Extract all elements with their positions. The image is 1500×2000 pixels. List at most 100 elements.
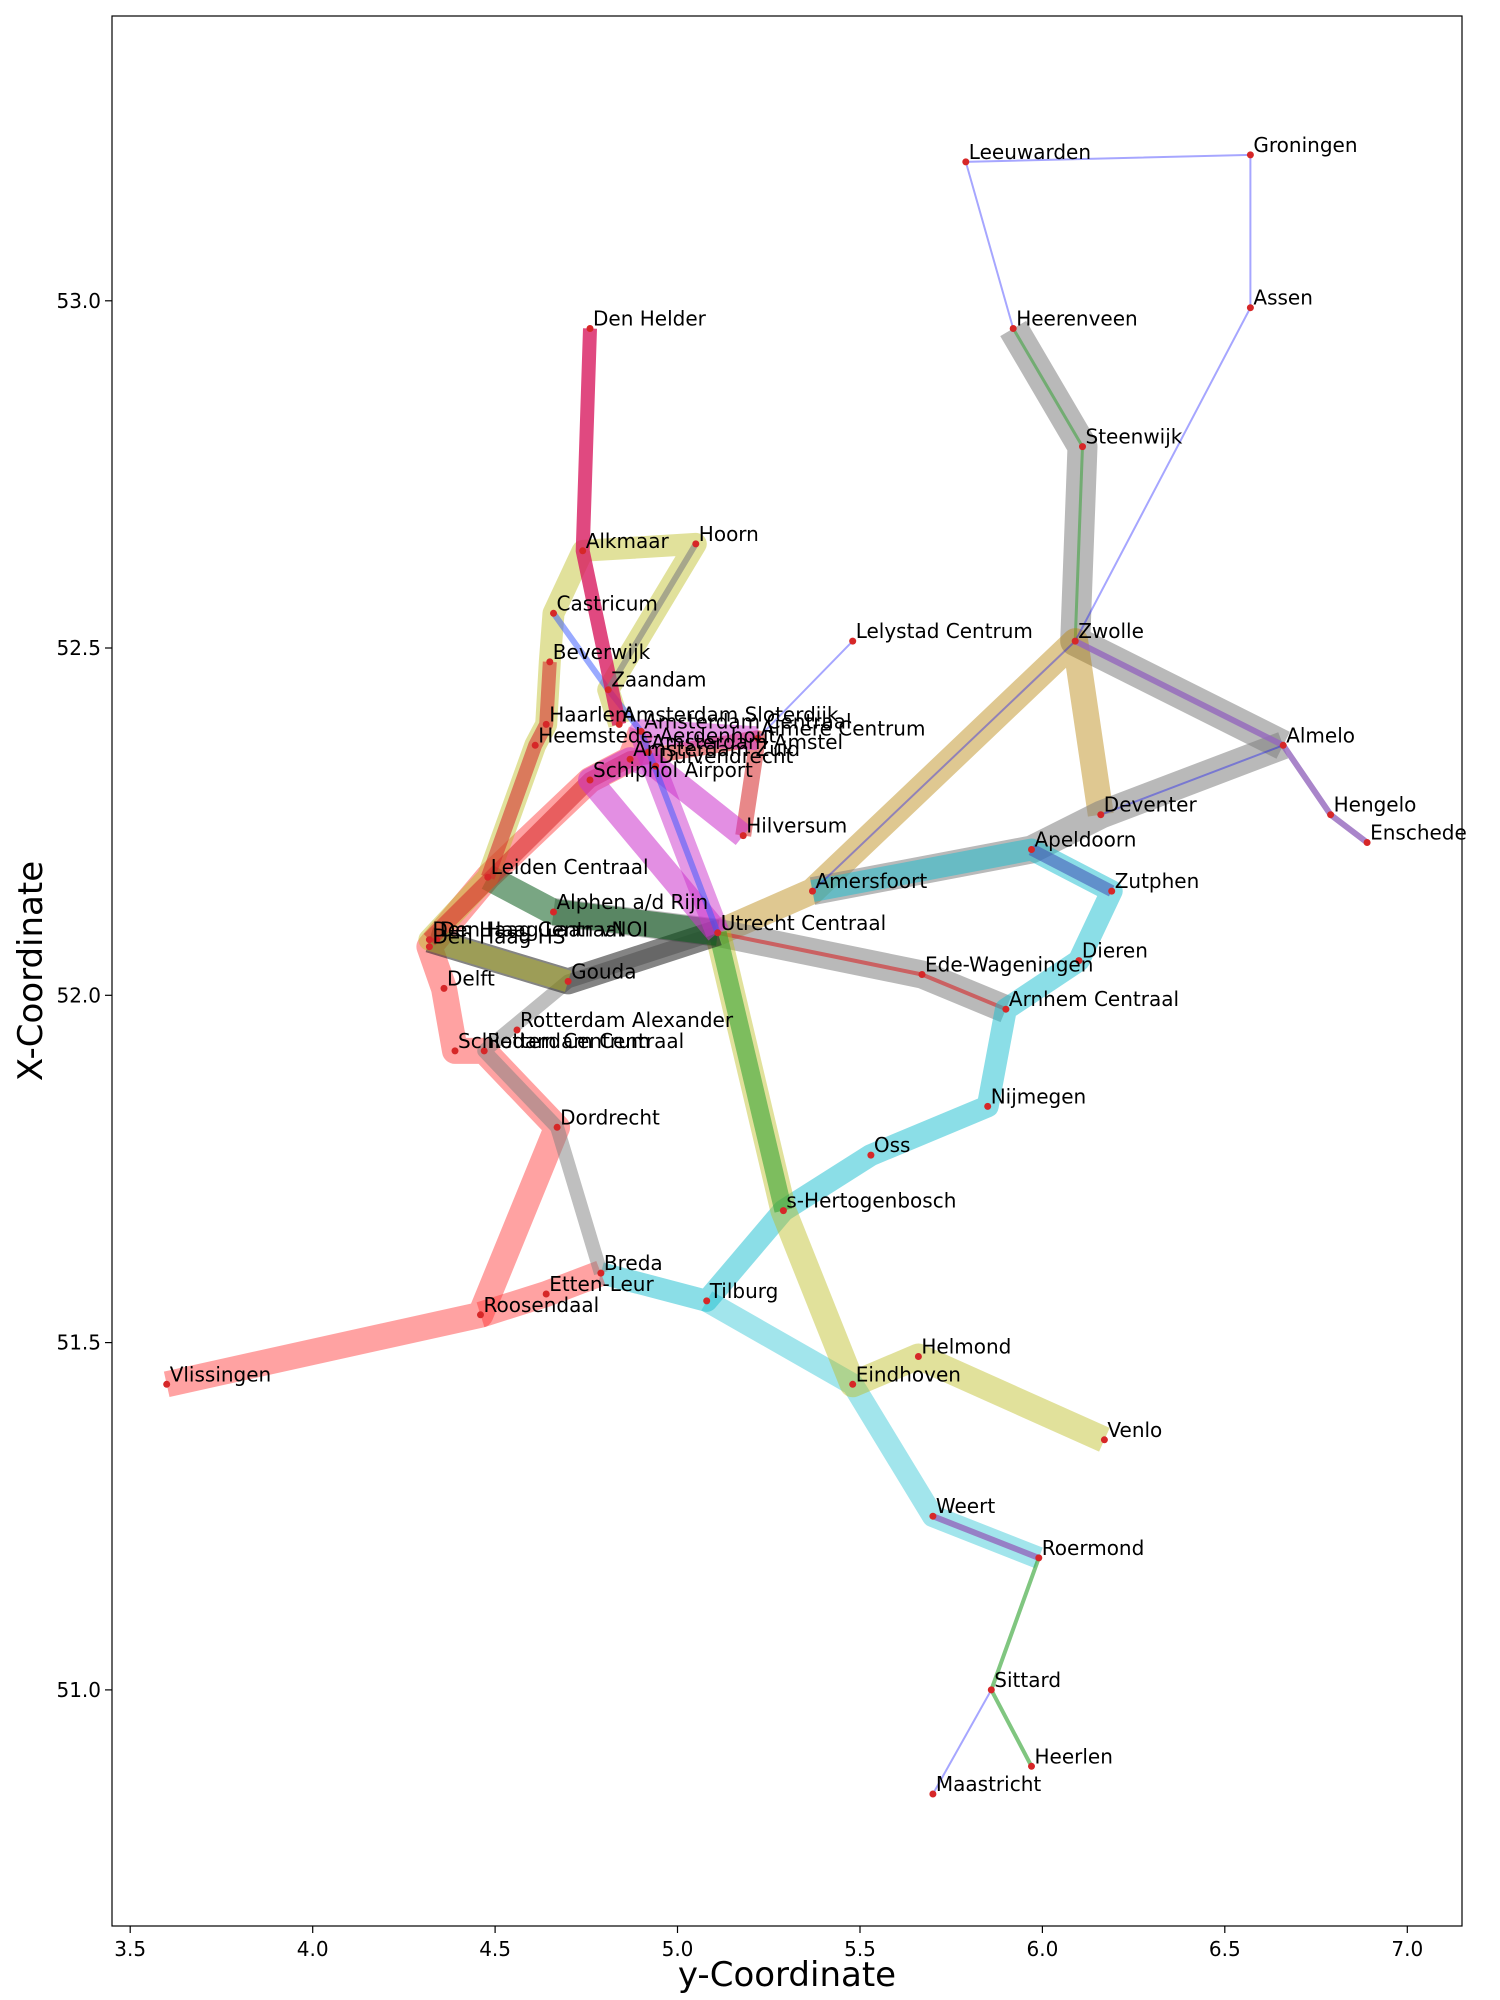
- station-marker-helmond: [914, 1353, 922, 1360]
- y-tick-label: 51.0: [56, 1678, 101, 1702]
- station-label-venlo: Venlo: [1107, 1418, 1162, 1442]
- station-marker-alkmaar: [579, 547, 587, 555]
- station-label-enschede: Enschede: [1370, 821, 1467, 845]
- station-label-rotterdam-centraal: Rotterdam Centraal: [487, 1029, 684, 1053]
- route-line-3: [712, 628, 1114, 945]
- station-label-breda: Breda: [604, 1251, 663, 1275]
- station-label-den-haag-centraal: Den Haag Centraal: [432, 918, 622, 942]
- station-marker-hengelo: [1327, 811, 1335, 819]
- route-line-26: [1028, 844, 1115, 897]
- station-label-roermond: Roermond: [1042, 1536, 1145, 1560]
- station-label-steenwijk: Steenwijk: [1086, 425, 1183, 449]
- station-label-heerenveen: Heerenveen: [1016, 307, 1138, 331]
- route-line-10: [989, 1557, 1041, 1768]
- station-marker-almelo: [1279, 741, 1287, 749]
- station-label-helmond: Helmond: [921, 1335, 1011, 1359]
- station-marker-sittard: [987, 1686, 995, 1694]
- station-marker-enschede: [1363, 839, 1371, 846]
- station-marker-dieren: [1075, 957, 1083, 965]
- station-label-maastricht: Maastricht: [936, 1772, 1041, 1796]
- station-marker-zutphen: [1108, 887, 1116, 895]
- station-marker-zwolle: [1071, 637, 1079, 645]
- station-label-etten-leur: Etten-Leur: [549, 1272, 654, 1296]
- station-label-assen: Assen: [1253, 286, 1313, 310]
- station-label-hengelo: Hengelo: [1334, 793, 1417, 817]
- station-marker-amsterdam-centraal: [637, 727, 645, 735]
- station-label-nijmegen: Nijmegen: [991, 1084, 1087, 1108]
- station-marker-amsterdam-zuid: [626, 755, 634, 763]
- station-marker-den-haag-laan-vnoi: [433, 936, 441, 944]
- y-tick-label: 51.5: [56, 1331, 101, 1355]
- station-marker-oss: [867, 1151, 875, 1159]
- route-line-25: [605, 542, 699, 692]
- route-line-24: [481, 661, 557, 880]
- route-line-27: [1073, 638, 1369, 845]
- labels-layer: Leeuwarden Groningen Assen Heerenveen Steenw…: [170, 133, 1467, 1796]
- station-label-vlissingen: Vlissingen: [170, 1362, 272, 1386]
- x-tick-label: 3.5: [114, 1937, 146, 1961]
- station-marker-rotterdam-alexander: [513, 1026, 521, 1034]
- routes-layer: [163, 153, 1369, 1795]
- station-label-lelystad-centrum: Lelystad Centrum: [856, 619, 1033, 643]
- station-marker-alphen-a-d-rijn: [550, 908, 557, 916]
- station-marker-vlissingen: [163, 1380, 171, 1388]
- y-axis-ticks: 51.0 51.5 52.0 52.5 53.0: [56, 289, 112, 1702]
- station-marker-weert: [929, 1512, 937, 1520]
- station-marker-schiedam-centrum: [451, 1047, 459, 1055]
- station-marker-arnhem-centraal: [1002, 1005, 1010, 1013]
- station-label-dieren: Dieren: [1082, 939, 1148, 963]
- station-marker-haarlem: [542, 720, 550, 728]
- route-line-30: [811, 640, 1076, 892]
- station-label-alkmaar: Alkmaar: [586, 529, 670, 553]
- station-marker-zaandam: [604, 686, 612, 694]
- station-marker-castricum: [550, 609, 557, 617]
- station-label-amsterdam-centraal: Amsterdam Centraal: [644, 709, 851, 733]
- station-label-castricum: Castricum: [557, 591, 658, 615]
- station-label-dordrecht: Dordrecht: [560, 1105, 660, 1129]
- station-label-hilversum: Hilversum: [746, 814, 847, 838]
- station-label-tilburg: Tilburg: [709, 1279, 779, 1303]
- station-marker-heerlen: [1028, 1762, 1035, 1770]
- station-marker-lelystad-centrum: [849, 637, 857, 645]
- x-tick-label: 5.0: [662, 1937, 694, 1961]
- station-label-eindhoven: Eindhoven: [856, 1362, 961, 1386]
- station-marker-amsterdam-sloterdijk: [615, 720, 623, 728]
- station-label-leiden-centraal: Leiden Centraal: [491, 855, 649, 879]
- station-marker-roosendaal: [477, 1311, 484, 1319]
- y-tick-label: 53.0: [56, 289, 101, 313]
- station-label-hoorn: Hoorn: [699, 522, 759, 546]
- route-line-1: [1000, 320, 1290, 759]
- station-label-amsterdam-sloterdijk: Amsterdam Sloterdijk: [622, 702, 839, 726]
- station-label-amsterdam-amstel: Amsterdam Amstel: [651, 730, 843, 754]
- station-label-alphen-a-d-rijn: Alphen a/d Rijn: [557, 890, 709, 914]
- station-marker-hoorn: [692, 540, 700, 548]
- route-line-12: [708, 930, 793, 1213]
- station-label-delft: Delft: [447, 966, 495, 990]
- station-label-den-helder: Den Helder: [593, 307, 707, 331]
- markers-layer: [163, 151, 1371, 1798]
- station-label-heemstede-aerdenhout: Heemstede-Aerdenhout: [538, 723, 776, 747]
- station-label-apeldoorn: Apeldoorn: [1035, 828, 1137, 852]
- station-label-s-hertogenbosch: s-Hertogenbosch: [786, 1189, 956, 1213]
- y-axis-label: X-Coordinate: [11, 861, 51, 1081]
- y-tick-label: 52.5: [56, 636, 101, 660]
- station-label-heerlen: Heerlen: [1035, 1744, 1113, 1768]
- y-tick-label: 52.0: [56, 983, 101, 1007]
- station-marker-delft: [440, 984, 448, 992]
- station-marker-den-helder: [586, 325, 594, 332]
- x-tick-label: 4.5: [479, 1937, 511, 1961]
- station-label-zwolle: Zwolle: [1078, 619, 1144, 643]
- station-marker-den-haag-centraal: [425, 936, 433, 944]
- station-marker-ede-wageningen: [918, 971, 926, 978]
- station-marker-rotterdam-centraal: [480, 1047, 488, 1055]
- station-label-duivendrecht: Duivendrecht: [659, 744, 794, 768]
- station-marker-den-haag-hs: [425, 943, 433, 951]
- x-tick-label: 6.0: [1026, 1937, 1058, 1961]
- station-marker-eindhoven: [849, 1380, 857, 1388]
- station-marker-schiphol-airport: [586, 776, 594, 784]
- station-label-groningen: Groningen: [1253, 133, 1357, 157]
- station-marker-almere-centrum: [754, 734, 762, 742]
- station-label-amsterdam-zuid: Amsterdam Zuid: [633, 737, 800, 761]
- station-marker-leeuwarden: [962, 158, 970, 166]
